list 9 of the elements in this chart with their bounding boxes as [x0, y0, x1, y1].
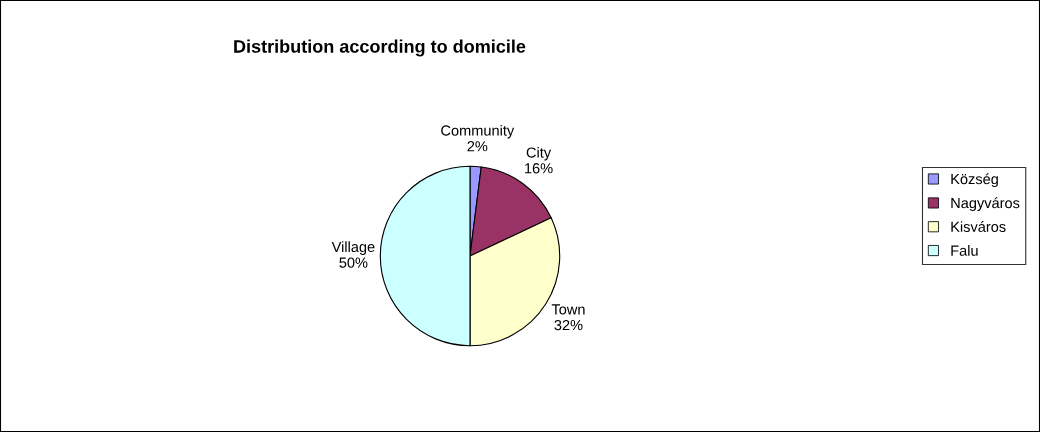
- data-label: Town 32%: [551, 304, 585, 331]
- legend-label: Nagyváros: [951, 197, 1020, 212]
- legend-label: Kisváros: [951, 221, 1006, 232]
- legend-label: Falu: [951, 245, 978, 256]
- data-label: City 16%: [525, 147, 553, 174]
- data-label: Community 2%: [441, 124, 515, 152]
- legend-label: Község: [951, 173, 998, 188]
- data-label: Village 50%: [331, 241, 375, 268]
- chart-title: Distribution according to domicile: [234, 39, 526, 57]
